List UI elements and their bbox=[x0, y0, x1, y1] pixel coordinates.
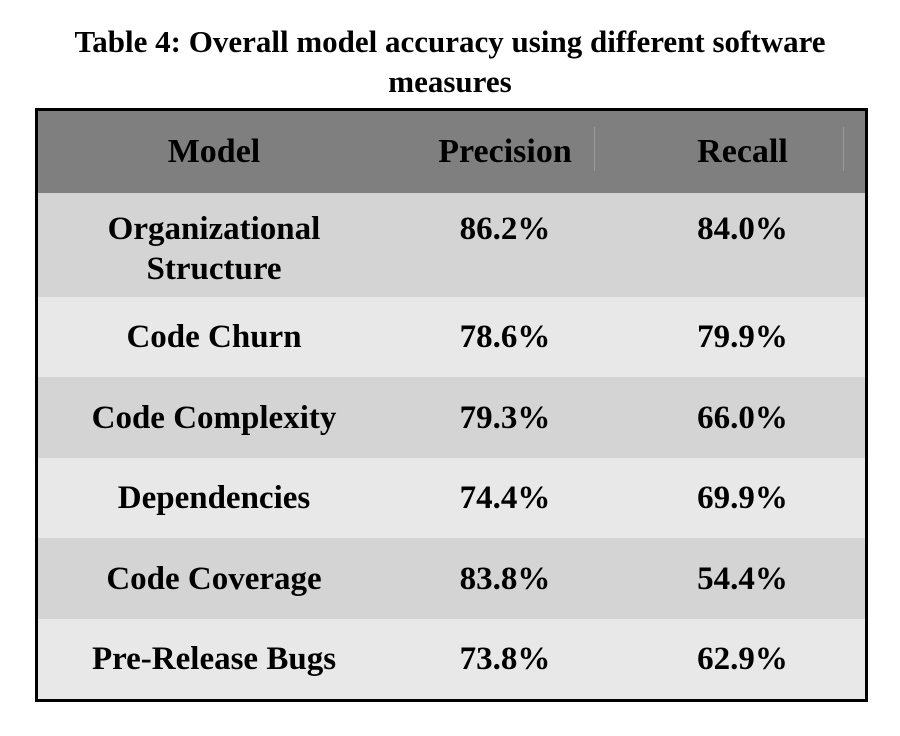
caption-line-1: Table 4: Overall model accuracy using di… bbox=[74, 24, 826, 59]
table-row: Dependencies 74.4% 69.9% bbox=[38, 458, 865, 538]
precision-cell: 78.6% bbox=[459, 319, 551, 355]
model-cell: Code Complexity bbox=[91, 399, 337, 436]
recall-cell: 54.4% bbox=[697, 560, 788, 597]
header-divider bbox=[594, 127, 595, 171]
model-cell: Pre-Release Bugs bbox=[91, 641, 337, 677]
precision-cell: 73.8% bbox=[459, 641, 551, 677]
model-cell: Organizational Structure bbox=[38, 209, 390, 289]
table-caption: Table 4: Overall model accuracy using di… bbox=[0, 22, 900, 102]
table-row: Code Churn 78.6% 79.9% bbox=[38, 297, 865, 377]
model-name-line-2: Structure bbox=[146, 251, 282, 287]
precision-cell: 74.4% bbox=[459, 480, 551, 516]
table-row: Code Complexity 79.3% 66.0% bbox=[38, 377, 865, 458]
recall-cell: 62.9% bbox=[697, 641, 788, 677]
recall-cell: 84.0% bbox=[697, 211, 788, 247]
table-header-row: Model Precision Recall bbox=[38, 111, 865, 193]
recall-cell: 69.9% bbox=[697, 480, 788, 516]
table-row: Organizational Structure 86.2% 84.0% bbox=[38, 193, 865, 297]
table-row: Pre-Release Bugs 73.8% 62.9% bbox=[38, 619, 865, 699]
precision-cell: 79.3% bbox=[459, 399, 551, 436]
header-divider bbox=[843, 127, 844, 171]
precision-cell: 83.8% bbox=[459, 560, 551, 597]
model-name-line-1: Organizational bbox=[107, 211, 321, 247]
model-cell: Code Coverage bbox=[106, 560, 322, 597]
model-cell: Dependencies bbox=[117, 480, 311, 516]
header-model: Model bbox=[167, 133, 261, 170]
caption-line-2: measures bbox=[388, 64, 512, 99]
table-row: Code Coverage 83.8% 54.4% bbox=[38, 538, 865, 619]
header-precision: Precision bbox=[438, 133, 572, 170]
precision-cell: 86.2% bbox=[459, 211, 551, 247]
accuracy-table: Model Precision Recall Organizational St… bbox=[35, 108, 868, 702]
recall-cell: 66.0% bbox=[697, 399, 788, 436]
model-cell: Code Churn bbox=[126, 319, 302, 355]
header-recall: Recall bbox=[697, 133, 788, 170]
recall-cell: 79.9% bbox=[697, 319, 788, 355]
